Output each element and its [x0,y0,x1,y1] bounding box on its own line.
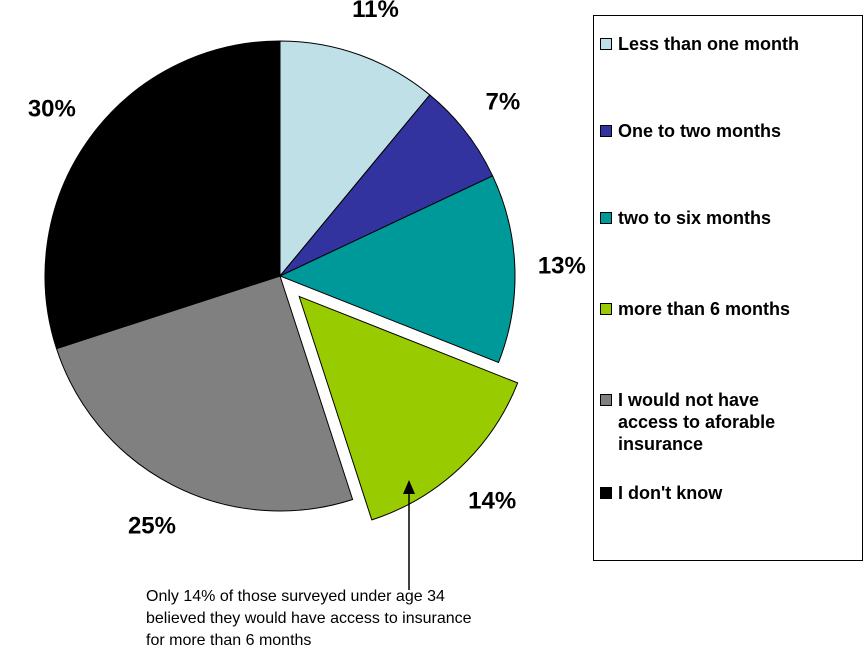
pie-slice-one-to-two-months [279,94,494,277]
legend-item-dont-know: I don't know [600,482,862,504]
legend-label-line: I would not have [618,390,760,410]
legend-label: two to six months [618,208,771,228]
slice-percent-label: 30% [28,96,76,123]
slice-percent-label: 13% [538,252,586,279]
legend-item-more-than-6-months: more than 6 months [600,298,862,320]
legend-swatch [600,303,612,315]
slice-percent-label: 25% [128,513,176,540]
annotation-line: Only 14% of those surveyed under age 34 [146,588,445,605]
pie-slice-two-to-six-months [278,175,516,364]
annotation-line: for more than 6 months [146,632,312,649]
pie-slice-i-don-t-know [44,40,281,350]
chart-legend: Less than one month One to two months tw… [593,15,863,561]
legend-label: One to two months [618,121,781,141]
slice-percent-label: 14% [468,487,516,514]
legend-label-line: insurance [618,434,704,454]
slice-percent-label: 7% [485,89,520,116]
legend-label: more than 6 months [618,299,791,319]
pie-slice-more-than-6-months [298,295,519,521]
annotation-text: Only 14% of those surveyed under age 34 … [146,586,586,652]
pie-slice-less-than-one-month [279,40,431,278]
legend-swatch [600,212,612,224]
legend-label: I don't know [618,483,723,503]
annotation-line: believed they would have access to insur… [146,610,472,627]
annotation-arrow-head [403,480,415,494]
slice-percent-label: 11% [352,0,399,23]
legend-item-two-to-six-months: two to six months [600,207,862,229]
legend-item-one-to-two-months: One to two months [600,120,862,142]
legend-item-no-affordable-insurance: I would not have access to aforable insu… [600,389,862,455]
legend-swatch [600,394,612,406]
legend-label-line: access to aforable [618,412,776,432]
pie-slice-i-would-not-have-access-to-aforable-insurance [55,275,354,512]
legend-label: Less than one month [618,34,800,54]
legend-swatch [600,487,612,499]
legend-swatch [600,38,612,50]
legend-item-less-than-one-month: Less than one month [600,33,862,55]
legend-swatch [600,125,612,137]
